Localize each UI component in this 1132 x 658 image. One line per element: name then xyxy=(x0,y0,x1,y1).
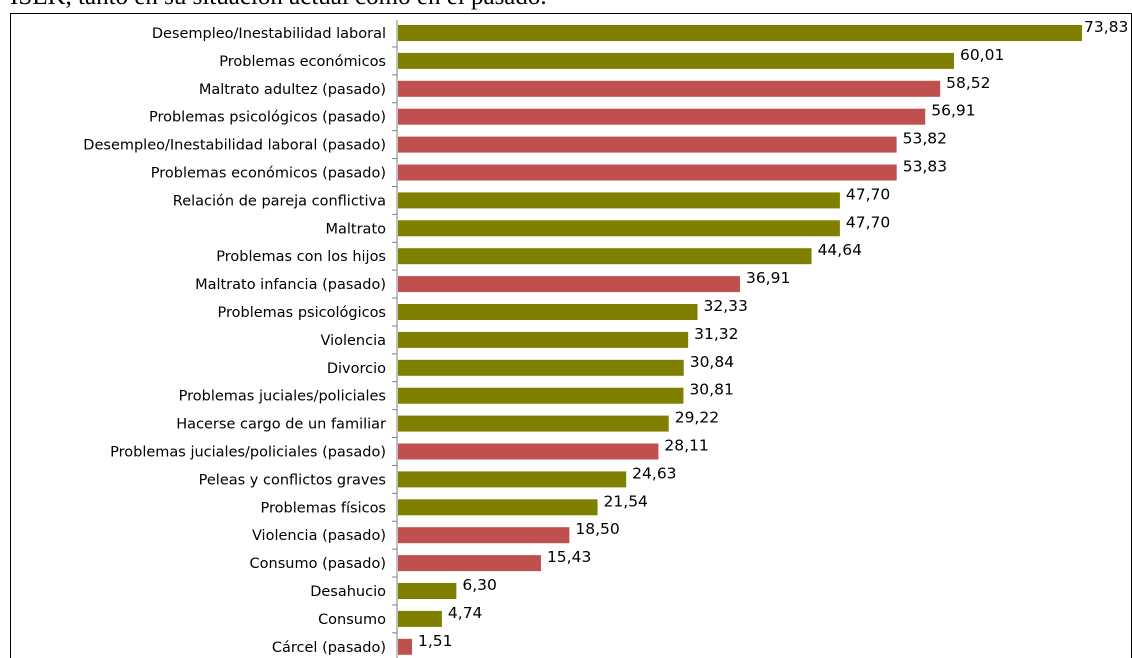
category-label: Consumo xyxy=(318,612,386,628)
bar-present xyxy=(398,471,627,488)
value-label: 73,83 xyxy=(1084,18,1128,36)
category-label: Cárcel (pasado) xyxy=(272,640,386,656)
bar-present xyxy=(398,387,684,404)
value-label: 6,30 xyxy=(462,576,497,594)
bar-past xyxy=(398,276,740,293)
category-label: Problemas económicos xyxy=(219,54,386,70)
category-label: Consumo (pasado) xyxy=(250,556,386,572)
bar-present xyxy=(398,499,598,516)
value-label: 60,01 xyxy=(960,46,1004,64)
category-label: Peleas y conflictos graves xyxy=(199,472,386,488)
category-label: Maltrato adultez (pasado) xyxy=(199,82,386,98)
category-label: Desahucio xyxy=(310,584,386,600)
category-label: Hacerse cargo de un familiar xyxy=(176,417,386,433)
value-label: 24,63 xyxy=(632,464,676,482)
category-label: Problemas económicos (pasado) xyxy=(151,166,386,182)
bar-past xyxy=(398,108,926,125)
value-label: 32,33 xyxy=(704,297,748,315)
value-label: 28,11 xyxy=(664,437,708,455)
bar-present xyxy=(398,220,840,237)
value-label: 58,52 xyxy=(946,74,990,92)
bar-present xyxy=(398,610,442,627)
value-label: 31,32 xyxy=(694,325,738,343)
category-label: Problemas psicológicos xyxy=(218,305,387,321)
category-label: Maltrato infancia (pasado) xyxy=(195,277,386,293)
bar-past xyxy=(398,555,541,572)
bar-present xyxy=(398,192,840,209)
category-label: Desempleo/Inestabilidad laboral (pasado) xyxy=(83,138,386,154)
value-label: 21,54 xyxy=(604,492,648,510)
bar-present xyxy=(398,304,698,320)
value-label: 44,64 xyxy=(818,241,862,259)
bar-past xyxy=(398,443,659,460)
category-label: Problemas juciales/policiales xyxy=(179,389,386,405)
bar-past xyxy=(398,164,897,181)
category-label: Desempleo/Inestabilidad laboral xyxy=(152,26,386,42)
value-label: 30,81 xyxy=(689,381,733,399)
value-label: 47,70 xyxy=(846,213,890,231)
category-label: Problemas psicológicos (pasado) xyxy=(149,110,386,126)
value-label: 30,84 xyxy=(690,353,734,371)
value-label: 1,51 xyxy=(418,632,453,650)
category-label: Relación de pareja conflictiva xyxy=(173,193,386,209)
bar-past xyxy=(398,638,412,655)
value-label: 53,82 xyxy=(903,130,947,148)
value-label: 36,91 xyxy=(746,269,790,287)
value-label: 29,22 xyxy=(675,409,719,427)
bar-present xyxy=(398,52,954,69)
value-label: 4,74 xyxy=(448,604,483,622)
bar-past xyxy=(398,527,570,544)
value-label: 47,70 xyxy=(846,185,890,203)
category-label: Violencia (pasado) xyxy=(252,528,386,544)
category-label: Divorcio xyxy=(327,361,386,377)
bar-present xyxy=(398,25,1082,41)
category-label: Problemas juciales/policiales (pasado) xyxy=(110,445,386,461)
bar-present xyxy=(398,359,684,376)
value-label: 53,83 xyxy=(903,158,947,176)
value-label: 56,91 xyxy=(931,102,975,120)
bar-past xyxy=(398,80,941,97)
bar-past xyxy=(398,136,897,153)
category-label: Violencia xyxy=(320,333,386,349)
bar-present xyxy=(398,415,669,432)
category-label: Problemas físicos xyxy=(261,500,386,516)
category-label: Problemas con los hijos xyxy=(216,249,386,265)
category-label: Maltrato xyxy=(325,221,386,237)
caption-text: ISEK, tanto en su situación actual como … xyxy=(10,0,547,12)
value-label: 15,43 xyxy=(547,548,591,566)
bar-present xyxy=(398,248,812,265)
bar-present xyxy=(398,583,457,599)
value-label: 18,50 xyxy=(575,520,619,538)
bar-present xyxy=(398,331,689,348)
